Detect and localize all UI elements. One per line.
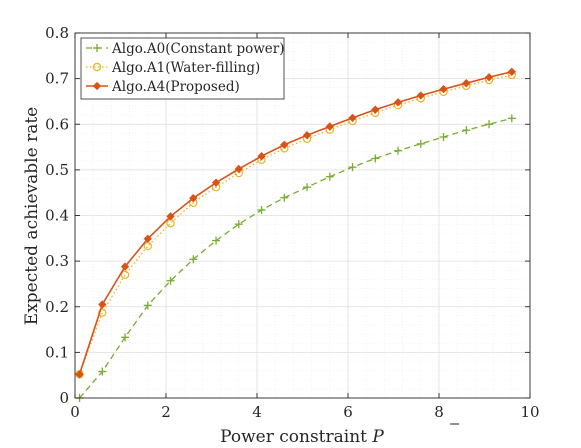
data-point — [234, 164, 243, 174]
data-point — [143, 234, 152, 243]
data-point — [189, 255, 198, 264]
data-point — [439, 133, 448, 142]
data-point — [416, 139, 425, 148]
x-axis-title: Power constraint P — [220, 427, 384, 447]
data-point — [98, 308, 107, 317]
legend-marker — [92, 81, 102, 91]
legend-entry: Algo.A1(Water-filling) — [86, 60, 260, 76]
y-tick-label: 0.5 — [45, 161, 69, 179]
data-point — [166, 212, 175, 221]
data-point — [303, 183, 312, 192]
legend-marker — [93, 44, 101, 52]
legend-entry: Algo.A0(Constant power) — [86, 41, 285, 57]
data-point — [98, 367, 107, 376]
data-point — [416, 91, 425, 100]
data-point — [98, 300, 107, 309]
y-tick-label: 0.2 — [45, 298, 69, 316]
data-point — [75, 370, 84, 379]
y-tick-label: 0.6 — [45, 115, 69, 133]
data-point — [257, 152, 266, 161]
data-point — [462, 79, 471, 88]
data-point — [257, 206, 266, 215]
x-tick-label: 2 — [161, 403, 171, 421]
y-axis-title: Expected achievable rate — [22, 107, 42, 325]
series-line — [78, 71, 512, 375]
legend-entry: Algo.A4(Proposed) — [86, 79, 240, 95]
tick-labels: 0 2 4 6 8 10 0 0.1 0.2 0.3 0.4 0.5 0.6 0.7 0.8 — [45, 24, 539, 421]
data-point — [212, 236, 221, 245]
series-0 — [75, 114, 516, 402]
y-tick-label: 0.7 — [45, 70, 69, 88]
y-tick-label: 0.1 — [45, 343, 69, 361]
data-point — [485, 120, 494, 129]
y-tick-label: 0.8 — [45, 24, 69, 42]
legend-box — [80, 37, 285, 100]
data-point — [394, 146, 403, 155]
x-tick-label: 0 — [70, 403, 80, 421]
data-point — [280, 140, 289, 149]
data-point — [143, 301, 152, 310]
data-point — [234, 220, 243, 229]
y-tick-label: 0.4 — [45, 207, 69, 225]
legend: Algo.A0(Constant power) Algo.A1(Water-fil… — [80, 37, 285, 100]
x-tick-label: 8 — [434, 403, 444, 421]
x-axis-title-symbol: P — [371, 427, 384, 447]
axes — [74, 32, 531, 399]
data-point — [371, 154, 380, 163]
data-point — [120, 270, 130, 280]
y-tick-label: 0 — [59, 389, 69, 407]
legend-label: Algo.A4(Proposed) — [111, 79, 240, 95]
x-tick-label: 6 — [343, 403, 353, 421]
data-point — [348, 113, 357, 123]
data-point — [484, 73, 494, 82]
data-point — [120, 262, 130, 271]
data-point — [121, 333, 130, 342]
series-layer — [75, 67, 516, 402]
x-tick-label: 10 — [520, 403, 539, 421]
data-point — [348, 163, 357, 172]
data-point — [166, 276, 175, 285]
data-point — [325, 122, 334, 131]
data-point — [280, 193, 289, 202]
y-tick-label: 0.3 — [45, 252, 69, 270]
x-axis-title-text: Power constraint — [220, 427, 367, 447]
series-line — [79, 117, 512, 399]
data-point — [302, 131, 312, 140]
legend-label: Algo.A1(Water-filling) — [111, 60, 260, 76]
data-point — [393, 98, 403, 107]
data-point — [371, 105, 380, 114]
data-point — [189, 193, 198, 203]
legend-marker — [92, 62, 102, 72]
data-point — [211, 178, 221, 187]
data-point — [325, 172, 334, 181]
data-point — [462, 126, 471, 135]
x-tick-label: 4 — [252, 403, 262, 421]
data-point — [507, 67, 516, 76]
legend-label: Algo.A0(Constant power) — [111, 41, 285, 57]
data-point — [439, 84, 448, 94]
series-2 — [75, 67, 516, 379]
data-point — [507, 114, 516, 123]
